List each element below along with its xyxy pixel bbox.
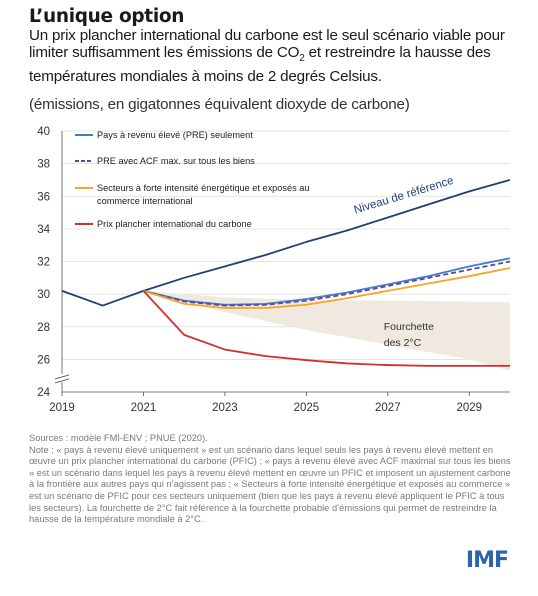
legend-label-pre: Pays à revenu élevé (PRE) seulement bbox=[97, 130, 253, 140]
legend-label-pre_acf: PRE avec ACF max. sur tous les biens bbox=[97, 156, 255, 166]
note-text: Note : « pays à revenu élevé uniquement … bbox=[29, 444, 511, 525]
y-tick-label: 26 bbox=[37, 354, 50, 366]
legend: Pays à revenu élevé (PRE) seulement PRE a… bbox=[75, 130, 309, 229]
line-chart: 24 26 28 30 32 34 36 38 40 2019 2021 2023 2025 2027 20… bbox=[37, 126, 511, 414]
notes: Sources : modèle FMI-ENV ; PNUE (2020). … bbox=[29, 433, 511, 526]
series-line-pre bbox=[143, 257, 511, 306]
lines-layer bbox=[61, 179, 511, 367]
y-tick-label: 34 bbox=[37, 224, 50, 236]
two-degree-band bbox=[62, 290, 510, 371]
x-tick-label: 2027 bbox=[375, 402, 401, 414]
reference-line-label: Niveau de référence bbox=[353, 175, 456, 217]
axis-layer: 24 26 28 30 32 34 36 38 40 2019 2021 2023 2025 2027 20… bbox=[37, 126, 510, 414]
chart-subtitle: Un prix plancher international du carbon… bbox=[29, 27, 529, 85]
chart-title: L’unique option bbox=[29, 6, 185, 27]
series-line-pre_acf bbox=[143, 260, 511, 307]
y-tick-label: 40 bbox=[37, 126, 50, 138]
x-tick-label: 2025 bbox=[294, 402, 320, 414]
legend-label-floor: Prix plancher international du carbone bbox=[97, 219, 252, 229]
legend-label-sectors: commerce international bbox=[97, 196, 193, 206]
axis-break-mark bbox=[54, 374, 70, 380]
y-tick-label: 32 bbox=[37, 257, 50, 269]
x-tick-label: 2023 bbox=[212, 402, 238, 414]
x-tick-label: 2029 bbox=[456, 402, 482, 414]
y-tick-label: 28 bbox=[37, 322, 50, 334]
subtitle-subscript: 2 bbox=[299, 53, 305, 65]
y-tick-label: 36 bbox=[37, 191, 50, 203]
subtitle-text-end: et restreindre la hausse des température… bbox=[29, 44, 491, 85]
sources-text: Sources : modèle FMI-ENV ; PNUE (2020). bbox=[29, 433, 208, 443]
subtitle-text: Un prix plancher international du carbon… bbox=[29, 27, 505, 62]
x-tick-label: 2019 bbox=[49, 402, 75, 414]
legend-label-sectors: Secteurs à forte intensité énergétique e… bbox=[97, 183, 309, 193]
x-tick-label: 2021 bbox=[131, 402, 157, 414]
band-layer bbox=[62, 290, 510, 371]
imf-logo: IMF bbox=[465, 548, 509, 573]
axis-break-gap bbox=[56, 373, 68, 382]
series-line-floor bbox=[142, 290, 510, 367]
y-tick-label: 30 bbox=[37, 289, 50, 301]
band-label: des 2°C bbox=[384, 337, 422, 349]
y-tick-label: 24 bbox=[37, 387, 50, 399]
series-line-reference bbox=[61, 179, 511, 307]
series-line-sectors bbox=[143, 267, 511, 309]
axis-break-mark bbox=[54, 378, 70, 384]
chart-units: (émissions, en gigatonnes équivalent dio… bbox=[29, 96, 410, 113]
grid bbox=[62, 130, 510, 360]
y-tick-label: 38 bbox=[37, 159, 50, 171]
band-label: Fourchette bbox=[384, 321, 434, 333]
